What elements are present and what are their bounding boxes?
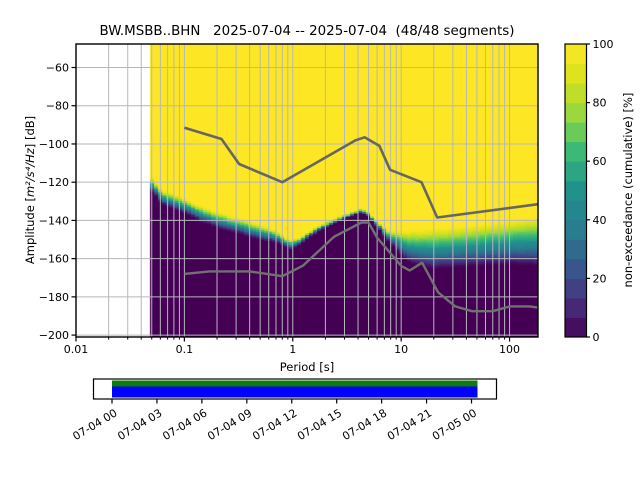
- timeline-data-coverage-bar: [112, 386, 478, 398]
- timeline-tick-label: 07-04 15: [295, 406, 344, 443]
- y-tick-label: −200: [39, 329, 69, 342]
- y-axis-label: Amplitude [m²/s⁴/Hz] [dB]: [23, 40, 39, 340]
- figure-title: BW.MSBB..BHN 2025-07-04 -- 2025-07-04 (4…: [99, 24, 515, 39]
- colorbar-label: non-exceedance (cumulative) [%]: [621, 92, 635, 288]
- colorbar-tick-label: 60: [593, 155, 607, 168]
- timeline-tick-label: 07-04 18: [340, 406, 389, 443]
- colorbar-tick-label: 100: [593, 38, 614, 51]
- timeline-tick-label: 07-04 21: [385, 406, 434, 443]
- y-tick-label: −180: [39, 291, 69, 304]
- timeline-tick-label: 07-04 09: [205, 406, 254, 443]
- x-axis-ticks: [75, 337, 511, 342]
- y-axis-label-math: m²/s⁴/Hz: [23, 148, 37, 198]
- high-noise-model-curve: [184, 126, 539, 219]
- timeline-tick-label: 07-04 03: [115, 406, 164, 443]
- y-tick-label: −100: [39, 138, 69, 151]
- x-tick-label: 0.1: [176, 343, 194, 356]
- x-tick-label: 100: [499, 343, 520, 356]
- x-tick-label: 10: [394, 343, 408, 356]
- colorbar-tick-label: 20: [593, 272, 607, 285]
- colorbar-tick-label: 0: [593, 331, 600, 344]
- timeline-tick-label: 07-04 06: [160, 406, 209, 443]
- timeline-tick-label: 07-05 00: [430, 406, 479, 443]
- y-tick-label: −160: [39, 253, 69, 266]
- colorbar-tick-label: 40: [593, 214, 607, 227]
- timeline-tick-label: 07-04 12: [250, 406, 299, 443]
- colorbar-tick-label: 80: [593, 97, 607, 110]
- timeline: [92, 378, 498, 404]
- y-tick-label: −120: [39, 176, 69, 189]
- y-axis-label-prefix: Amplitude [: [23, 197, 37, 265]
- y-axis-ticks: [71, 66, 76, 336]
- plot-frame: [75, 43, 539, 338]
- y-axis-tick-labels: −60 −80 −100 −120 −140 −160 −180 −200: [39, 62, 69, 343]
- x-axis-tick-labels: 0.01 0.1 1 10 100: [64, 343, 520, 356]
- x-axis-label: Period [s]: [279, 360, 335, 374]
- timeline-tick-label: 07-04 00: [70, 406, 119, 443]
- colorbar-frame: [564, 43, 588, 338]
- colorbar: [564, 43, 590, 338]
- x-tick-label: 1: [289, 343, 296, 356]
- y-tick-label: −140: [39, 214, 69, 227]
- low-noise-model-curve: [184, 221, 539, 313]
- colorbar-tick-labels: 0 20 40 60 80 100: [593, 38, 614, 344]
- grid-lines: [76, 44, 538, 337]
- x-tick-label: 0.01: [64, 343, 89, 356]
- y-axis-label-suffix: ] [dB]: [23, 115, 37, 149]
- y-tick-label: −60: [46, 62, 69, 75]
- y-tick-label: −80: [46, 100, 69, 113]
- timeline-frame: [92, 378, 498, 400]
- timeline-used-segments-bar: [112, 380, 478, 387]
